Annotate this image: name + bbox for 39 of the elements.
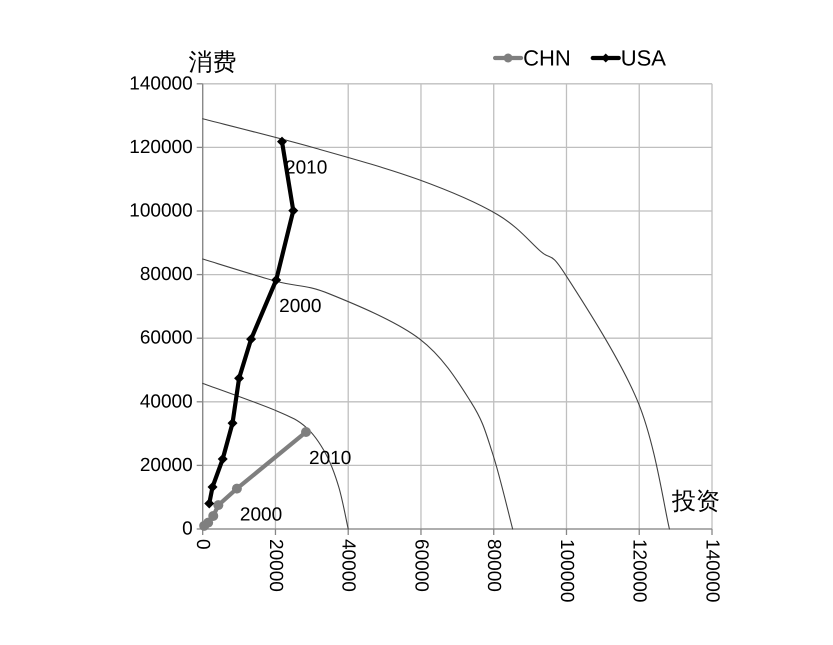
point (204, 498, 214, 509)
y-tick-label: 0 (182, 518, 193, 540)
legend-label: USA (620, 46, 666, 70)
x-tick-label: 120000 (628, 539, 650, 602)
x-tick-label: 0 (192, 539, 214, 550)
point (218, 454, 228, 464)
point (232, 484, 242, 494)
line-series (202, 118, 670, 530)
point (301, 427, 312, 438)
y-tick-label: 140000 (129, 73, 193, 94)
y-tick-label: 80000 (140, 264, 193, 286)
y-tick-label: 60000 (140, 328, 193, 349)
point (288, 206, 298, 216)
y-axis-title: 消费 (188, 48, 237, 76)
annotation: 2000 (279, 296, 322, 318)
annotation: 2000 (240, 504, 282, 526)
point (208, 510, 218, 521)
point (271, 275, 282, 286)
y-tick-label: 120000 (129, 136, 193, 158)
point (213, 500, 224, 510)
y-tick-label: 100000 (129, 200, 193, 222)
x-tick-label: 20000 (264, 539, 286, 592)
legend-label: CHN (523, 46, 571, 70)
x-tick-label: 60000 (410, 539, 432, 592)
x-axis-title: 投资 (671, 488, 720, 515)
line-series (202, 382, 349, 530)
x-tick-label: 140000 (702, 539, 722, 602)
point (228, 418, 238, 428)
point (203, 518, 214, 528)
point (234, 373, 244, 384)
point (246, 334, 256, 344)
line-series (202, 258, 514, 530)
x-tick-label: 40000 (338, 539, 359, 592)
y-tick-label: 20000 (140, 454, 193, 476)
x-tick-label: 100000 (556, 539, 577, 602)
y-tick-label: 40000 (140, 391, 193, 412)
x-tick-label: 80000 (483, 539, 504, 592)
point (208, 482, 218, 492)
point (277, 136, 288, 147)
